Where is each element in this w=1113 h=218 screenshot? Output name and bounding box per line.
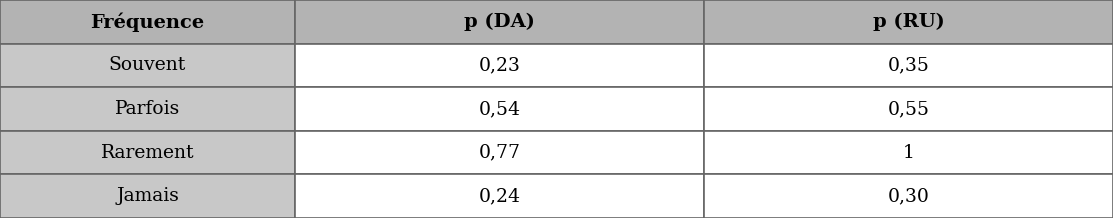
Text: 0,55: 0,55 [887, 100, 929, 118]
Bar [295, 131, 705, 174]
Bar [0, 0, 295, 44]
Text: 0,30: 0,30 [887, 187, 929, 205]
Text: 0,54: 0,54 [479, 100, 521, 118]
Text: 1: 1 [903, 144, 915, 162]
Bar [0, 44, 295, 87]
Text: Jamais: Jamais [116, 187, 179, 205]
Text: 0,23: 0,23 [479, 56, 521, 74]
Text: 0,24: 0,24 [479, 187, 521, 205]
Text: Rarement: Rarement [100, 144, 195, 162]
Text: p (DA): p (DA) [464, 13, 535, 31]
Bar [0, 87, 295, 131]
Bar [705, 131, 1113, 174]
Bar [705, 44, 1113, 87]
Bar [705, 87, 1113, 131]
Text: Parfois: Parfois [115, 100, 180, 118]
Bar [295, 0, 705, 44]
Text: p (RU): p (RU) [873, 13, 944, 31]
Bar [295, 44, 705, 87]
Bar [295, 174, 705, 218]
Bar [705, 174, 1113, 218]
Bar [295, 87, 705, 131]
Text: Souvent: Souvent [109, 56, 186, 74]
Text: Fréquence: Fréquence [90, 12, 205, 32]
Text: 0,35: 0,35 [887, 56, 929, 74]
Bar [0, 131, 295, 174]
Text: 0,77: 0,77 [479, 144, 521, 162]
Bar [705, 0, 1113, 44]
Bar [0, 174, 295, 218]
